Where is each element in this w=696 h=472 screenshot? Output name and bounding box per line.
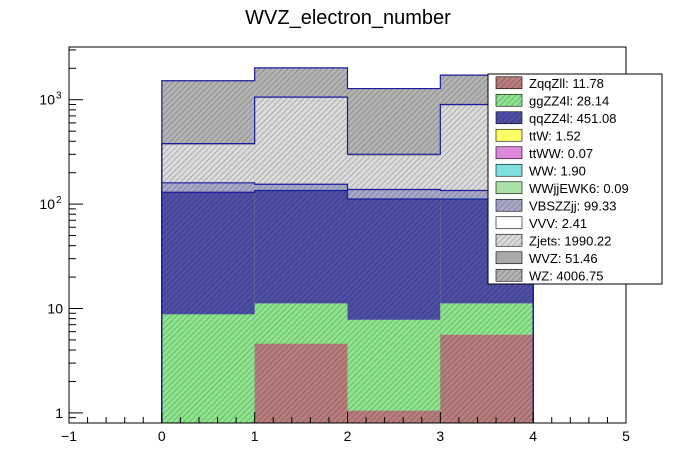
y-tick-label: 10: [39, 196, 55, 212]
y-tick-label: 10: [47, 300, 63, 316]
chart-title: WVZ_electron_number: [245, 7, 451, 29]
legend-swatch: [495, 181, 523, 195]
legend-swatch: [495, 251, 523, 265]
x-tick-label: 1: [251, 428, 259, 444]
legend-label: WVZ: 51.46: [529, 251, 598, 266]
legend-swatch: [495, 216, 523, 230]
legend: ZqqZll: 11.78 ggZZ4l: 28.14 qqZZ4l: 451.08…: [487, 73, 663, 285]
outline-wz: [161, 67, 534, 423]
legend-label: qqZZ4l: 451.08: [529, 111, 616, 126]
x-tick-label: 3: [436, 428, 444, 444]
legend-swatch: [495, 146, 523, 160]
x-tick-label: −1: [61, 428, 77, 444]
outline-vbszzjj: [161, 182, 534, 423]
legend-label: VVV: 2.41: [529, 216, 587, 231]
legend-label: ttWW: 0.07: [529, 146, 593, 161]
bar-ggzz4l-bin-0: [161, 314, 255, 423]
legend-swatch: [495, 128, 523, 142]
y-tick-exponent: 3: [56, 91, 62, 102]
legend-label: WW: 1.90: [529, 163, 586, 178]
legend-label: Zjets: 1990.22: [529, 233, 611, 248]
bar-ggzz4l-bin-2: [347, 319, 441, 423]
x-tick-label: 5: [622, 428, 630, 444]
x-tick-label: 2: [344, 428, 352, 444]
x-tick-label: 4: [529, 428, 537, 444]
legend-swatch: [495, 198, 523, 212]
legend-label: VBSZZjj: 99.33: [529, 198, 616, 213]
y-tick-exponent: 2: [56, 195, 62, 206]
legend-box: [487, 73, 663, 285]
legend-swatch: [495, 111, 523, 125]
histogram-bars: [161, 67, 534, 424]
legend-swatch: [495, 76, 523, 90]
legend-label: WWjjEWK6: 0.09: [529, 181, 629, 196]
legend-label: ttW: 1.52: [529, 128, 581, 143]
outline-wvz: [161, 96, 534, 423]
legend-swatch: [495, 233, 523, 247]
x-tick-label: 0: [158, 428, 166, 444]
legend-swatch: [495, 93, 523, 107]
legend-swatch: [495, 268, 523, 282]
legend-label: ZqqZll: 11.78: [529, 76, 604, 91]
y-tick-label: 1: [55, 405, 63, 421]
bar-zqqzll-bin-2: [347, 410, 441, 423]
bar-zqqzll-bin-3: [440, 334, 534, 423]
legend-label: ggZZ4l: 28.14: [529, 93, 609, 108]
legend-label: WZ: 4006.75: [529, 268, 603, 283]
bar-zqqzll-bin-1: [254, 343, 348, 423]
legend-swatch: [495, 163, 523, 177]
y-tick-label: 10: [39, 92, 55, 108]
